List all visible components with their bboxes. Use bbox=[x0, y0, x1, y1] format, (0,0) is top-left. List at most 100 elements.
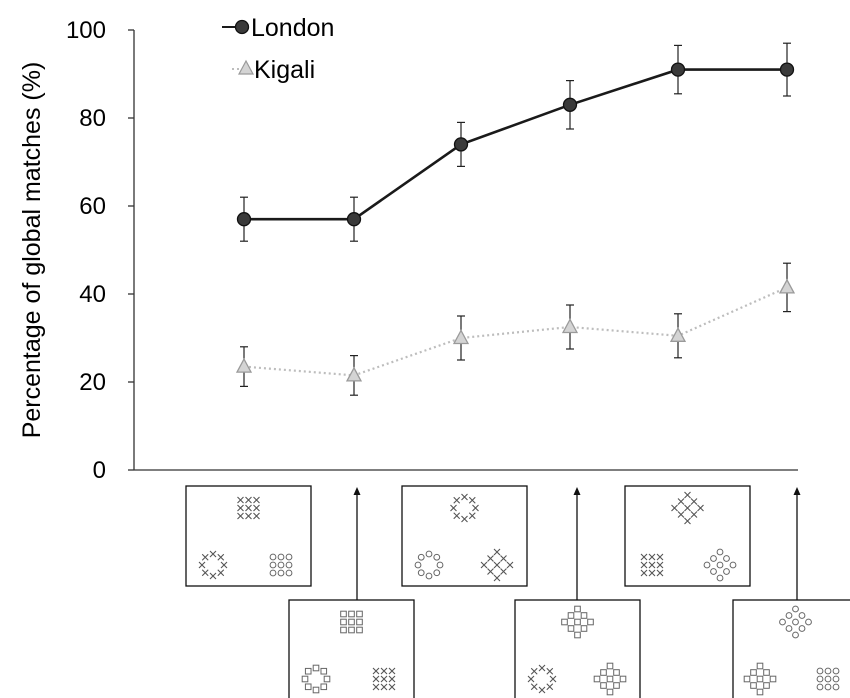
x-element bbox=[237, 504, 244, 512]
data-point bbox=[235, 357, 253, 373]
x-element bbox=[549, 675, 557, 683]
legend-label: Kigali bbox=[254, 56, 315, 84]
x-element bbox=[546, 683, 554, 691]
x-element bbox=[201, 569, 209, 577]
stimulus-panel bbox=[288, 599, 415, 698]
panel-frame bbox=[401, 485, 528, 587]
panel-frame bbox=[185, 485, 312, 587]
circle-element bbox=[832, 667, 840, 675]
square-element bbox=[312, 664, 320, 672]
x-element bbox=[530, 683, 538, 691]
data-point bbox=[452, 329, 470, 345]
stimulus-panel bbox=[624, 485, 751, 587]
arrow-head bbox=[353, 487, 361, 495]
circle-element bbox=[417, 553, 425, 561]
x-element bbox=[245, 496, 252, 504]
x-element bbox=[450, 504, 457, 512]
circle-element bbox=[816, 675, 824, 683]
circle-element bbox=[798, 625, 806, 632]
arrow bbox=[353, 487, 361, 600]
x-element bbox=[684, 504, 691, 512]
square-element bbox=[567, 625, 575, 632]
square-element bbox=[763, 682, 770, 689]
square-element bbox=[356, 618, 363, 626]
x-element bbox=[468, 512, 476, 520]
square-element bbox=[763, 669, 770, 676]
x-element bbox=[648, 569, 656, 577]
x-element bbox=[656, 569, 664, 577]
x-element bbox=[538, 686, 546, 694]
circle-element bbox=[779, 618, 786, 626]
panel-frame bbox=[288, 599, 415, 698]
stimulus-panels bbox=[185, 485, 850, 698]
square-element bbox=[340, 626, 347, 634]
square-element bbox=[593, 675, 601, 683]
arrow-head bbox=[793, 487, 801, 495]
x-element bbox=[253, 504, 260, 512]
circle-element bbox=[425, 550, 433, 558]
circle-element bbox=[277, 561, 285, 569]
x-element bbox=[372, 675, 380, 683]
data-point bbox=[669, 326, 687, 342]
square-element bbox=[756, 688, 764, 696]
circle-element bbox=[785, 625, 793, 632]
square-element bbox=[574, 618, 581, 626]
square-element bbox=[348, 610, 355, 618]
legend-item-london: London bbox=[222, 14, 334, 42]
circle-element bbox=[277, 553, 285, 561]
circle-element bbox=[285, 561, 293, 569]
square-element bbox=[301, 675, 309, 683]
y-tick-label: 100 bbox=[66, 17, 106, 44]
square-element bbox=[574, 631, 581, 639]
panel-frame bbox=[624, 485, 751, 587]
x-element bbox=[201, 553, 209, 561]
circle-element bbox=[277, 569, 285, 577]
x-element bbox=[217, 569, 225, 577]
square-element bbox=[613, 669, 620, 676]
circle-element bbox=[433, 553, 441, 561]
circle-element bbox=[798, 612, 806, 619]
data-point bbox=[345, 366, 363, 382]
square-element bbox=[750, 669, 757, 676]
square-element bbox=[606, 675, 614, 683]
stimulus-panel bbox=[514, 599, 641, 698]
x-element bbox=[493, 548, 501, 556]
panel-frame bbox=[514, 599, 641, 698]
circle-element bbox=[716, 548, 724, 556]
square-element bbox=[587, 618, 594, 626]
square-element bbox=[356, 626, 363, 634]
circle-element bbox=[824, 675, 832, 683]
x-element bbox=[461, 515, 468, 523]
square-element bbox=[613, 682, 620, 689]
square-element bbox=[756, 675, 764, 683]
series-line bbox=[244, 68, 787, 221]
x-element bbox=[656, 561, 664, 569]
x-element bbox=[372, 667, 380, 675]
legend-label: London bbox=[251, 14, 334, 42]
circle-element bbox=[723, 568, 730, 575]
square-element bbox=[574, 605, 581, 613]
x-element bbox=[690, 498, 698, 505]
square-element bbox=[606, 662, 614, 670]
x-element bbox=[546, 667, 554, 675]
circle-element bbox=[269, 553, 277, 561]
x-element bbox=[453, 496, 461, 504]
circle-element bbox=[269, 561, 277, 569]
x-element bbox=[253, 496, 260, 504]
circle-element bbox=[433, 569, 441, 577]
square-element bbox=[320, 683, 328, 691]
circle-element bbox=[716, 561, 724, 569]
x-element bbox=[648, 553, 656, 561]
x-element bbox=[380, 683, 388, 691]
circle-element bbox=[269, 569, 277, 577]
x-element bbox=[487, 568, 494, 575]
square-element bbox=[580, 625, 588, 632]
arrow-head bbox=[573, 487, 581, 495]
series-line bbox=[243, 286, 788, 377]
circle-element bbox=[710, 555, 717, 562]
stimulus-panel bbox=[401, 485, 528, 587]
x-element bbox=[538, 664, 546, 672]
x-element bbox=[237, 512, 244, 520]
data-point bbox=[346, 212, 362, 227]
